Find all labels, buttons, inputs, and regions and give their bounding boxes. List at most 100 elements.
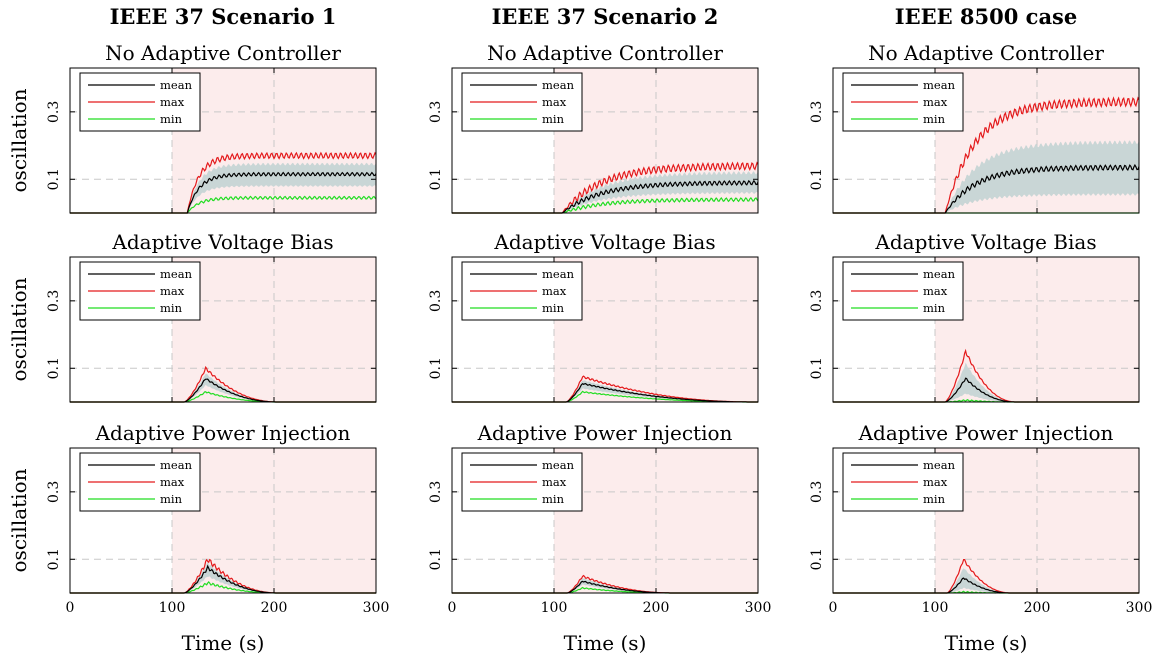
plot-frame bbox=[451, 67, 759, 214]
legend-label-mean: mean bbox=[923, 78, 956, 92]
panel-title: No Adaptive Controller bbox=[487, 41, 723, 65]
y-axis-label: oscillation bbox=[7, 277, 31, 381]
legend: mean max min bbox=[79, 452, 201, 512]
y-tick-label: 0.3 bbox=[428, 290, 444, 312]
legend-label-max: max bbox=[542, 95, 567, 109]
panel-title: No Adaptive Controller bbox=[105, 41, 341, 65]
plot-frame bbox=[69, 256, 377, 403]
std-band bbox=[70, 561, 376, 593]
std-band bbox=[452, 578, 758, 593]
y-tick-label: 0.3 bbox=[428, 101, 444, 123]
y-tick-label: 0.1 bbox=[46, 548, 62, 570]
y-tick-label: 0.1 bbox=[428, 548, 444, 570]
y-tick-label: 0.1 bbox=[46, 357, 62, 379]
chart-panel: No Adaptive Controller 0.1 0.3 mean max min bbox=[46, 41, 377, 214]
legend-label-max: max bbox=[160, 284, 185, 298]
y-axis-label: oscillation bbox=[7, 468, 31, 572]
plot-frame bbox=[832, 447, 1140, 594]
legend-label-max: max bbox=[923, 95, 948, 109]
legend-label-mean: mean bbox=[923, 267, 956, 281]
y-tick-label: 0.1 bbox=[809, 548, 825, 570]
legend-label-min: min bbox=[542, 301, 565, 315]
y-tick-label: 0.3 bbox=[46, 101, 62, 123]
legend: mean max min bbox=[842, 452, 964, 512]
plot-frame bbox=[832, 256, 1140, 403]
panel-title: Adaptive Voltage Bias bbox=[493, 230, 715, 254]
chart-panel: Adaptive Power Injection 0.1 0.3 0 100 200 300… bbox=[46, 421, 389, 616]
legend: mean max min bbox=[79, 72, 201, 132]
legend: mean max min bbox=[461, 452, 583, 512]
legend: mean max min bbox=[842, 261, 964, 321]
legend-label-min: min bbox=[542, 112, 565, 126]
y-tick-label: 0.3 bbox=[809, 481, 825, 503]
chart-panel: Adaptive Voltage Bias 0.1 0.3 mean max min bbox=[46, 230, 377, 403]
y-tick-label: 0.3 bbox=[809, 290, 825, 312]
y-tick-label: 0.3 bbox=[46, 290, 62, 312]
legend-label-max: max bbox=[542, 284, 567, 298]
x-tick-label: 0 bbox=[829, 600, 838, 616]
legend: mean max min bbox=[461, 261, 583, 321]
legend-label-mean: mean bbox=[923, 458, 956, 472]
legend-label-min: min bbox=[923, 112, 946, 126]
std-band bbox=[70, 373, 376, 402]
legend-label-min: min bbox=[160, 301, 183, 315]
legend-label-max: max bbox=[160, 475, 185, 489]
legend-label-max: max bbox=[923, 284, 948, 298]
chart-panel: Adaptive Voltage Bias 0.1 0.3 mean max min bbox=[809, 230, 1140, 403]
legend: mean max min bbox=[79, 261, 201, 321]
y-tick-label: 0.1 bbox=[809, 168, 825, 190]
x-tick-label: 100 bbox=[159, 600, 186, 616]
legend-label-min: min bbox=[160, 112, 183, 126]
y-tick-label: 0.1 bbox=[428, 357, 444, 379]
y-tick-label: 0.3 bbox=[809, 101, 825, 123]
chart-panel: No Adaptive Controller 0.1 0.3 mean max min bbox=[428, 41, 759, 214]
y-tick-label: 0.1 bbox=[428, 168, 444, 190]
x-tick-label: 100 bbox=[541, 600, 568, 616]
plot-frame bbox=[69, 447, 377, 594]
y-tick-label: 0.3 bbox=[46, 481, 62, 503]
x-tick-label: 0 bbox=[66, 600, 75, 616]
legend-label-max: max bbox=[160, 95, 185, 109]
chart-panel: Adaptive Power Injection 0.1 0.3 0 100 200 300… bbox=[428, 421, 771, 616]
x-tick-label: 0 bbox=[448, 600, 457, 616]
x-axis-label: Time (s) bbox=[182, 631, 265, 655]
panel-title: Adaptive Power Injection bbox=[477, 421, 733, 445]
x-tick-label: 300 bbox=[1126, 600, 1153, 616]
legend-label-min: min bbox=[160, 492, 183, 506]
legend: mean max min bbox=[842, 72, 964, 132]
x-axis-label: Time (s) bbox=[564, 631, 647, 655]
legend-label-min: min bbox=[923, 301, 946, 315]
legend-label-mean: mean bbox=[542, 458, 575, 472]
chart-panel: No Adaptive Controller 0.1 0.3 mean max min bbox=[809, 41, 1140, 214]
legend: mean max min bbox=[461, 72, 583, 132]
legend-label-min: min bbox=[923, 492, 946, 506]
column-title: IEEE 37 Scenario 1 bbox=[110, 4, 337, 29]
x-tick-label: 200 bbox=[261, 600, 288, 616]
x-axis-label: Time (s) bbox=[945, 631, 1028, 655]
y-axis-label: oscillation bbox=[7, 88, 31, 192]
legend-label-mean: mean bbox=[542, 267, 575, 281]
x-tick-label: 200 bbox=[643, 600, 670, 616]
chart-panel: Adaptive Voltage Bias 0.1 0.3 mean max min bbox=[428, 230, 759, 403]
legend-label-max: max bbox=[923, 475, 948, 489]
panel-title: Adaptive Power Injection bbox=[858, 421, 1114, 445]
y-tick-label: 0.3 bbox=[428, 481, 444, 503]
panel-title: Adaptive Voltage Bias bbox=[874, 230, 1096, 254]
panel-title: No Adaptive Controller bbox=[868, 41, 1104, 65]
column-title: IEEE 37 Scenario 2 bbox=[492, 4, 719, 29]
plot-frame bbox=[832, 67, 1140, 214]
legend-label-mean: mean bbox=[160, 458, 193, 472]
x-tick-label: 300 bbox=[363, 600, 390, 616]
y-tick-label: 0.1 bbox=[46, 168, 62, 190]
panel-title: Adaptive Power Injection bbox=[95, 421, 351, 445]
plot-frame bbox=[69, 67, 377, 214]
chart-panel: Adaptive Power Injection 0.1 0.3 0 100 200 300… bbox=[809, 421, 1152, 616]
std-band bbox=[452, 380, 758, 402]
x-tick-label: 300 bbox=[745, 600, 772, 616]
legend-label-min: min bbox=[542, 492, 565, 506]
y-tick-label: 0.1 bbox=[809, 357, 825, 379]
plot-frame bbox=[451, 447, 759, 594]
legend-label-mean: mean bbox=[160, 78, 193, 92]
